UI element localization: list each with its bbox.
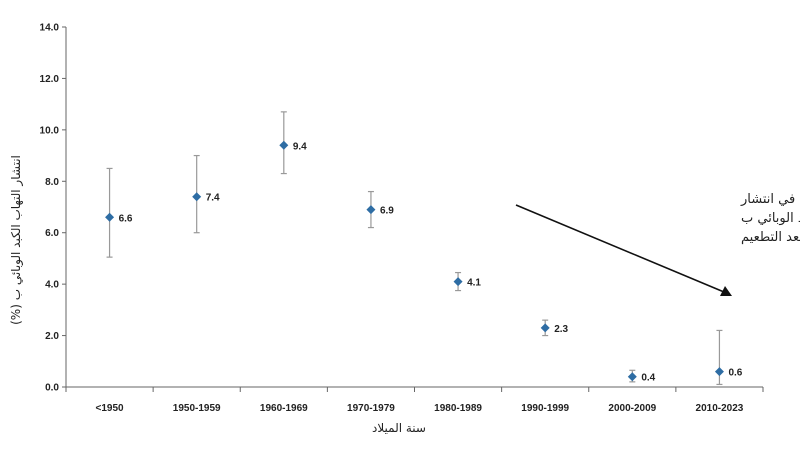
y-tick-label: 6.0	[45, 228, 59, 239]
x-axis-title: سنة الميلاد	[372, 421, 426, 435]
x-tick-label: 1950-1959	[173, 403, 221, 414]
x-tick-label: <1950	[96, 403, 125, 414]
y-tick-label: 8.0	[45, 177, 59, 188]
x-tick-label: 1970-1979	[347, 403, 395, 414]
data-point-diamond	[540, 323, 550, 333]
error-bar	[106, 167, 113, 258]
y-tick-label: 4.0	[45, 280, 59, 291]
y-tick-label: 2.0	[45, 331, 59, 342]
x-tick-label: 1960-1969	[260, 403, 308, 414]
y-tick-label: 12.0	[40, 74, 60, 85]
data-points	[105, 140, 724, 382]
data-label: 0.4	[641, 373, 655, 384]
x-tick-label: 1990-1999	[521, 403, 569, 414]
data-label: 6.6	[119, 213, 133, 224]
error-bars	[106, 111, 723, 386]
data-label: 2.3	[554, 324, 568, 335]
annotation-line-3: بعد التطعيم	[741, 230, 800, 245]
x-axis: <1950 1950-1959 1960-1969 1970-1979 1980-198…	[65, 386, 764, 414]
x-tick-label: 2010-2023	[696, 403, 744, 414]
x-tick-label: 2000-2009	[608, 403, 656, 414]
data-point-diamond	[453, 277, 463, 287]
y-axis-title: انتشار التهاب الكبد الوبائي ب (%)	[9, 155, 24, 325]
data-point-diamond	[105, 212, 115, 222]
y-tick-label: 14.0	[40, 23, 60, 34]
data-point-diamond	[279, 140, 289, 150]
data-label: 9.4	[293, 141, 307, 152]
data-label: 4.1	[467, 278, 481, 289]
y-axis: 0.0 2.0 4.0 6.0 8.0 10.0 12.0 14.0	[40, 23, 67, 394]
annotation: انخفاض سريع في انتشار التهاب الكبد الوبا…	[515, 192, 800, 296]
data-point-diamond	[627, 372, 637, 382]
annotation-line-2: التهاب الكبد الوبائي ب	[741, 211, 800, 226]
annotation-arrowhead-icon	[720, 286, 732, 296]
data-point-diamond	[192, 192, 202, 202]
annotation-line-1: انخفاض سريع في انتشار	[740, 192, 800, 207]
data-label: 6.9	[380, 206, 394, 217]
data-point-diamond	[714, 367, 724, 377]
x-tick-label: 1980-1989	[434, 403, 482, 414]
data-label: 7.4	[206, 193, 220, 204]
annotation-arrow	[515, 204, 725, 293]
data-labels: 6.6 7.4 9.4 6.9 4.1 2.3 0.4 0.6	[119, 141, 743, 383]
data-label: 0.6	[728, 368, 742, 379]
y-tick-label: 10.0	[40, 125, 60, 136]
error-bar	[716, 329, 723, 386]
y-tick-label: 0.0	[45, 383, 59, 394]
data-point-diamond	[366, 205, 376, 215]
